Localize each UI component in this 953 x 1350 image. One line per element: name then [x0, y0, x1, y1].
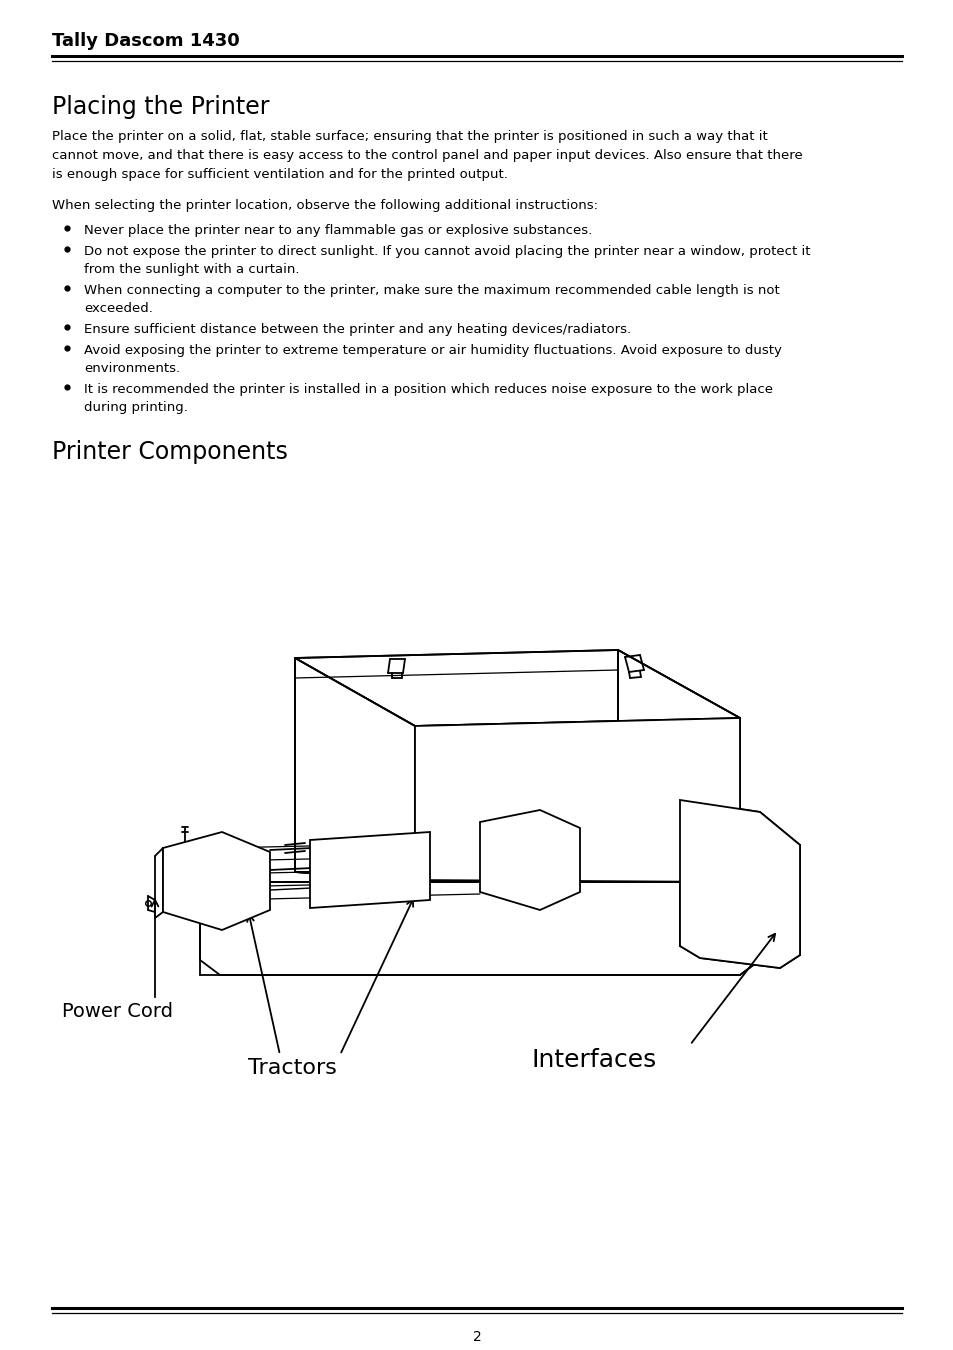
Text: Printer Components: Printer Components — [52, 440, 288, 464]
Polygon shape — [679, 801, 800, 968]
Text: When selecting the printer location, observe the following additional instructio: When selecting the printer location, obs… — [52, 198, 598, 212]
Polygon shape — [294, 657, 415, 880]
Text: Interfaces: Interfaces — [532, 1048, 657, 1072]
Polygon shape — [479, 810, 579, 910]
Polygon shape — [415, 718, 740, 882]
Text: Do not expose the printer to direct sunlight. If you cannot avoid placing the pr: Do not expose the printer to direct sunl… — [84, 244, 810, 258]
Text: from the sunlight with a curtain.: from the sunlight with a curtain. — [84, 263, 299, 275]
Text: It is recommended the printer is installed in a position which reduces noise exp: It is recommended the printer is install… — [84, 383, 772, 396]
Polygon shape — [294, 649, 740, 726]
Text: Placing the Printer: Placing the Printer — [52, 95, 269, 119]
Polygon shape — [200, 882, 760, 975]
Polygon shape — [163, 832, 270, 930]
Text: When connecting a computer to the printer, make sure the maximum recommended cab: When connecting a computer to the printe… — [84, 284, 779, 297]
Polygon shape — [618, 649, 740, 882]
Text: during printing.: during printing. — [84, 401, 188, 414]
Polygon shape — [310, 832, 430, 909]
Text: 2: 2 — [472, 1330, 481, 1345]
Polygon shape — [294, 872, 740, 882]
Text: Place the printer on a solid, flat, stable surface; ensuring that the printer is: Place the printer on a solid, flat, stab… — [52, 130, 767, 143]
Text: Power Cord: Power Cord — [62, 1002, 172, 1021]
Text: exceeded.: exceeded. — [84, 302, 152, 315]
Text: Tally Dascom 1430: Tally Dascom 1430 — [52, 32, 239, 50]
Text: cannot move, and that there is easy access to the control panel and paper input : cannot move, and that there is easy acce… — [52, 148, 801, 162]
Text: Tractors: Tractors — [248, 1058, 336, 1079]
Text: is enough space for sufficient ventilation and for the printed output.: is enough space for sufficient ventilati… — [52, 167, 507, 181]
Text: Ensure sufficient distance between the printer and any heating devices/radiators: Ensure sufficient distance between the p… — [84, 323, 631, 336]
Text: environments.: environments. — [84, 362, 180, 375]
Text: Avoid exposing the printer to extreme temperature or air humidity fluctuations. : Avoid exposing the printer to extreme te… — [84, 344, 781, 356]
Text: Never place the printer near to any flammable gas or explosive substances.: Never place the printer near to any flam… — [84, 224, 592, 238]
